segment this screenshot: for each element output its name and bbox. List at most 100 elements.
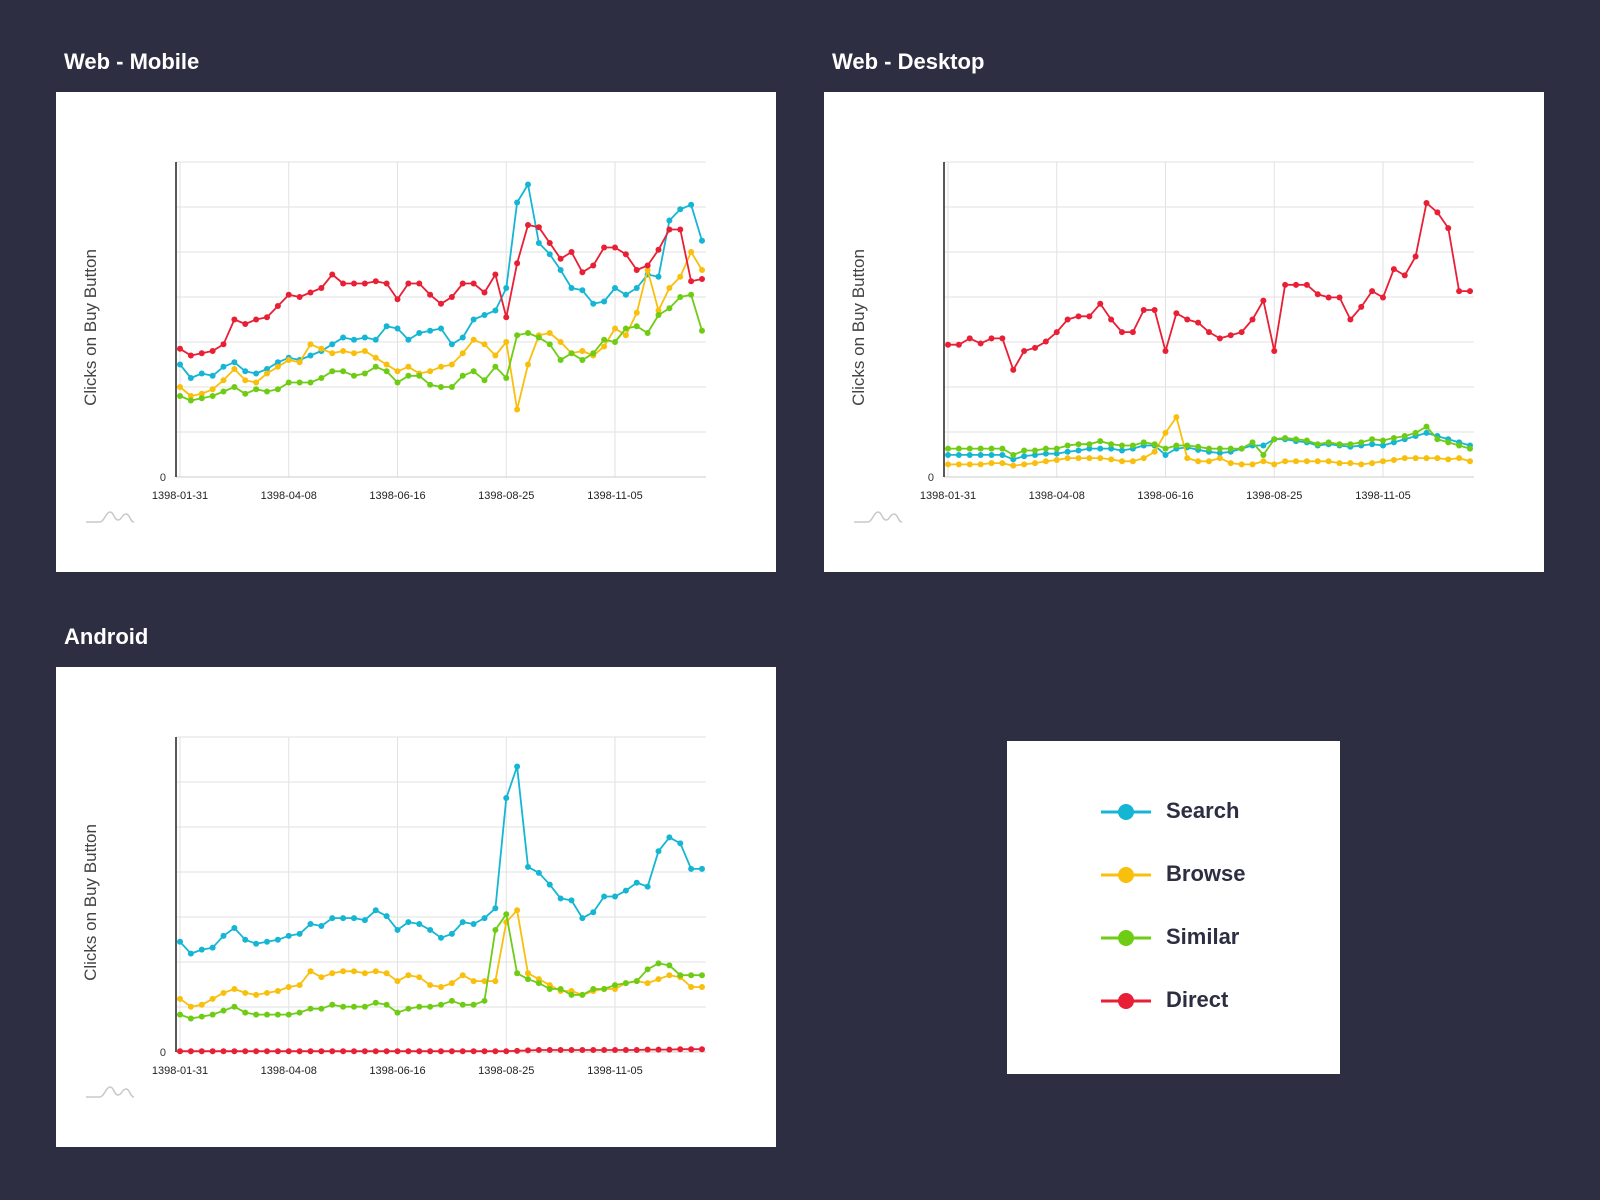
logo-icon [86, 1086, 135, 1098]
data-point-direct [285, 1048, 292, 1055]
data-point-direct [1206, 329, 1212, 336]
data-point-search [405, 336, 412, 343]
data-point-similar [1271, 436, 1278, 443]
data-point-direct [1021, 348, 1028, 354]
data-point-similar [220, 388, 227, 395]
x-tick-label: 1398-04-08 [261, 1065, 317, 1077]
data-point-direct [351, 280, 357, 287]
data-point-direct [438, 300, 444, 307]
data-point-search [242, 368, 249, 375]
data-point-similar [448, 384, 455, 390]
data-point-search [633, 879, 640, 886]
data-point-similar [1216, 445, 1223, 452]
data-point-similar [1042, 445, 1049, 452]
data-point-search [688, 201, 695, 208]
data-point-search [242, 936, 249, 943]
data-point-browse [1467, 458, 1473, 465]
data-point-direct [481, 1048, 488, 1055]
data-point-direct [187, 1048, 194, 1055]
data-point-search [481, 312, 488, 318]
data-point-similar [307, 1005, 314, 1012]
data-point-direct [1108, 316, 1115, 323]
data-point-direct [1042, 338, 1049, 345]
data-point-search [622, 291, 629, 298]
data-point-similar [1108, 441, 1115, 448]
data-point-search [503, 285, 510, 291]
data-point-similar [177, 393, 183, 399]
data-point-similar [1097, 438, 1104, 445]
data-point-browse [655, 307, 662, 314]
data-point-search [372, 336, 379, 343]
data-point-direct [644, 1046, 651, 1053]
data-point-browse [318, 974, 325, 981]
data-point-browse [1390, 456, 1397, 463]
data-point-search [481, 915, 488, 922]
data-point-search [438, 325, 444, 332]
data-point-similar [699, 972, 705, 979]
data-point-similar [1336, 441, 1343, 448]
data-point-similar [1445, 439, 1452, 446]
data-point-search [1108, 445, 1115, 452]
data-point-browse [644, 267, 651, 273]
data-point-similar [459, 1001, 466, 1008]
x-tick-label: 1398-08-25 [1246, 490, 1302, 502]
data-point-browse [264, 989, 270, 996]
data-point-search [1032, 451, 1038, 458]
data-point-similar [329, 368, 336, 375]
data-point-similar [966, 445, 973, 452]
logo-icon [86, 511, 135, 523]
data-point-similar [622, 325, 629, 332]
data-point-browse [1195, 458, 1202, 465]
data-point-search [699, 865, 705, 872]
data-point-search [677, 840, 684, 847]
data-point-browse [264, 370, 270, 377]
series-browse [945, 414, 1473, 469]
data-point-direct [492, 271, 499, 278]
x-tick-label: 1398-11-05 [587, 1065, 642, 1077]
data-point-browse [644, 980, 651, 987]
data-point-similar [470, 368, 477, 375]
data-point-direct [209, 348, 216, 354]
data-point-direct [361, 1048, 368, 1055]
data-point-search [612, 893, 618, 900]
data-point-browse [1053, 456, 1060, 463]
data-point-browse [1445, 456, 1452, 463]
data-point-direct [459, 1048, 466, 1055]
y-axis-title: Clicks on Buy Button [81, 249, 100, 406]
data-point-direct [1010, 366, 1017, 373]
y-tick-label: 0 [160, 472, 166, 484]
data-point-similar [612, 982, 618, 989]
data-point-direct [198, 350, 205, 357]
data-point-direct [514, 1047, 521, 1054]
data-point-browse [492, 978, 499, 985]
data-point-browse [1064, 455, 1071, 462]
data-point-browse [1042, 458, 1049, 465]
chart-android: 0 Clicks on Buy Button 1398-01-31 1398-04-0… [81, 736, 706, 1098]
x-tick-label: 1398-01-31 [920, 490, 976, 502]
data-point-similar [274, 1011, 281, 1018]
data-point-direct [1119, 329, 1125, 336]
data-point-search [579, 915, 586, 922]
data-point-browse [1347, 460, 1354, 467]
data-point-direct [1445, 225, 1452, 232]
data-point-browse [405, 972, 412, 979]
data-point-direct [253, 316, 260, 323]
data-point-browse [677, 273, 684, 280]
data-point-similar [285, 1011, 292, 1018]
data-point-direct [688, 1046, 695, 1053]
data-point-search [492, 905, 499, 912]
data-point-direct [448, 1048, 455, 1055]
data-point-search [525, 863, 531, 870]
data-point-browse [1303, 458, 1310, 465]
data-point-direct [318, 285, 325, 291]
data-point-direct [677, 1046, 684, 1053]
data-point-similar [688, 291, 695, 298]
data-point-similar [329, 1001, 336, 1008]
logo-icon [854, 511, 903, 523]
data-point-browse [427, 368, 434, 375]
data-point-search [416, 921, 423, 928]
data-point-browse [372, 354, 379, 361]
data-point-search [459, 919, 466, 926]
data-point-direct [1401, 272, 1408, 279]
data-point-browse [220, 989, 227, 996]
